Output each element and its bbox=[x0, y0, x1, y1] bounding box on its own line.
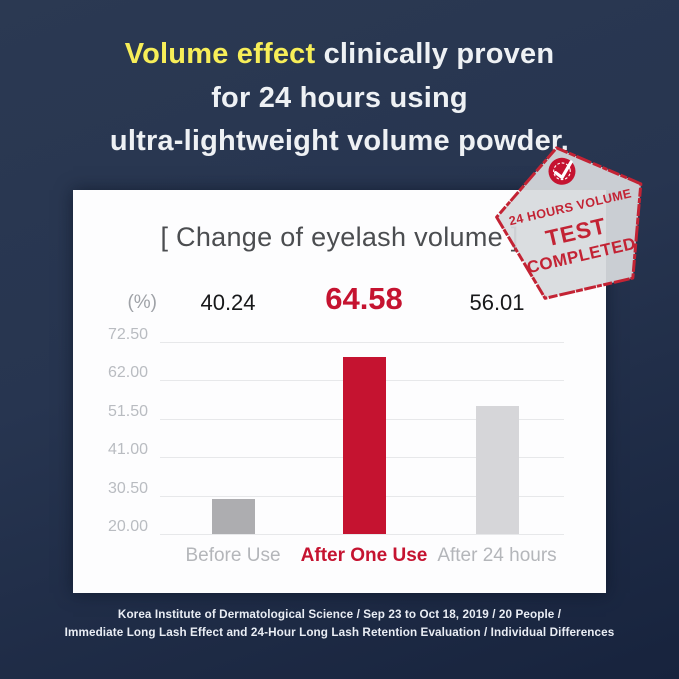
footer-note: Korea Institute of Dermatological Scienc… bbox=[0, 606, 679, 641]
bar-before-use bbox=[212, 499, 255, 534]
bar-after-one-use bbox=[343, 356, 386, 534]
header-line-2: for 24 hours using bbox=[211, 81, 468, 114]
category-label-before-use: Before Use bbox=[185, 545, 281, 566]
test-completed-badge: 24 HOURS VOLUME TEST COMPLETED bbox=[479, 127, 667, 311]
title-line1-rest: clinically proven bbox=[315, 38, 555, 70]
footer-line-2: Immediate Long Lash Effect and 24-Hour L… bbox=[64, 625, 615, 639]
plot-area: 72.50 62.00 51.50 41.00 30.50 20.00 bbox=[108, 326, 564, 535]
y-axis-tick: 20.00 bbox=[107, 518, 148, 535]
y-axis-tick: 30.50 bbox=[107, 480, 148, 497]
header-line-1: Volume effect clinically proven bbox=[0, 33, 679, 77]
header-title: Volume effect clinically proven for 24 h… bbox=[0, 33, 679, 164]
title-highlight: Volume effect bbox=[124, 38, 316, 70]
gridline bbox=[160, 534, 564, 535]
category-label-after-one-use: After One Use bbox=[300, 545, 428, 566]
header-line-3: ultra-lightweight volume powder. bbox=[109, 125, 570, 157]
y-axis-tick: 41.00 bbox=[107, 441, 148, 458]
y-axis-tick: 72.50 bbox=[107, 326, 148, 343]
y-axis-tick: 51.50 bbox=[107, 403, 148, 420]
bar-after-24-hours bbox=[476, 406, 519, 534]
value-label-before-use: 40.24 bbox=[200, 290, 256, 315]
y-axis-tick: 62.00 bbox=[107, 364, 148, 381]
value-label-after-24-hours: 56.01 bbox=[469, 290, 525, 315]
category-label-after-24-hours: After 24 hours bbox=[437, 545, 557, 566]
gridline bbox=[160, 342, 564, 343]
stamp-pentagon: 24 HOURS VOLUME TEST COMPLETED bbox=[495, 146, 643, 300]
unit-label: (%) bbox=[127, 292, 157, 313]
chart-card: [ Change of eyelash volume ] (%) 40.24 6… bbox=[73, 190, 606, 593]
footer-line-1: Korea Institute of Dermatological Scienc… bbox=[117, 608, 562, 621]
value-label-after-one-use: 64.58 bbox=[325, 281, 403, 316]
chart-title: [ Change of eyelash volume ] bbox=[160, 222, 519, 252]
check-circle-icon bbox=[548, 157, 576, 185]
